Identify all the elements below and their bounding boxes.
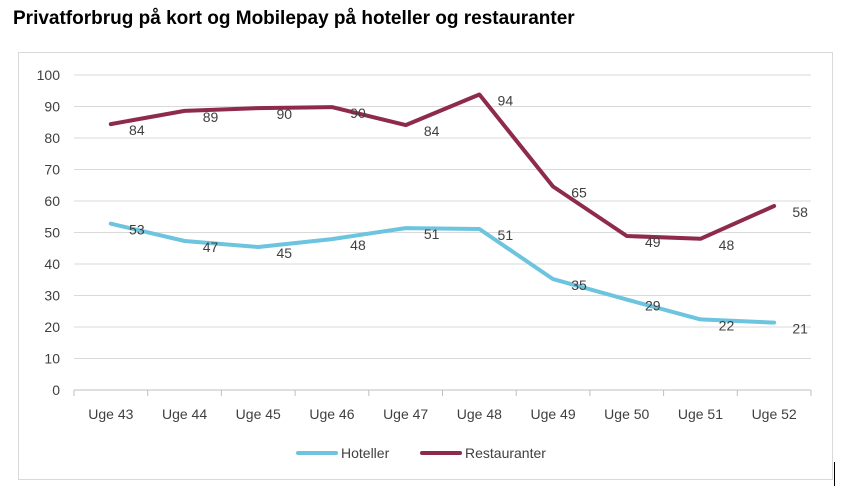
data-label: 21 [792, 321, 808, 337]
data-label: 84 [424, 123, 440, 139]
data-label: 94 [498, 93, 514, 109]
data-label: 47 [203, 239, 219, 255]
series-line-hoteller [108, 221, 777, 325]
x-tick-label: Uge 51 [678, 406, 723, 422]
x-tick-label: Uge 44 [162, 406, 207, 422]
data-label: 45 [276, 245, 292, 261]
data-label: 22 [719, 317, 735, 333]
data-label: 65 [571, 185, 587, 201]
legend: Hoteller Restauranter [296, 445, 546, 461]
data-label: 49 [645, 234, 661, 250]
data-labels: 53 47 45 48 51 51 35 29 22 21 84 89 90 90 84 94 65 49 48 58 [129, 93, 808, 337]
frame-edge-mark [834, 462, 835, 486]
x-tick-label: Uge 43 [88, 406, 133, 422]
series-line-restauranter [108, 92, 777, 241]
data-label: 48 [719, 237, 735, 253]
x-tick-label: Uge 45 [236, 406, 281, 422]
x-tick-label: Uge 50 [604, 406, 649, 422]
data-label: 89 [203, 109, 219, 125]
y-axis: 0 10 20 30 40 50 60 70 80 90 100 [37, 67, 61, 398]
y-tick-label: 70 [44, 162, 60, 178]
y-tick-label: 30 [44, 288, 60, 304]
data-label: 51 [424, 226, 440, 242]
x-tick-label: Uge 47 [383, 406, 428, 422]
y-tick-label: 100 [37, 67, 61, 83]
chart-title: Privatforbrug på kort og Mobilepay på ho… [13, 8, 575, 29]
x-tick-label: Uge 48 [457, 406, 502, 422]
x-tick-label: Uge 46 [309, 406, 354, 422]
legend-item-hoteller: Hoteller [296, 445, 390, 461]
chart-area [18, 52, 833, 480]
series-lines [108, 92, 777, 325]
y-tick-label: 50 [44, 225, 60, 241]
y-tick-label: 20 [44, 319, 60, 335]
legend-label: Hoteller [341, 445, 390, 461]
data-label: 51 [498, 227, 514, 243]
data-label: 48 [350, 237, 366, 253]
data-label: 58 [792, 204, 808, 220]
data-label: 29 [645, 298, 661, 314]
x-tick-label: Uge 52 [752, 406, 797, 422]
y-tick-label: 0 [52, 382, 60, 398]
x-axis: Uge 43 Uge 44 Uge 45 Uge 46 Uge 47 Uge 48 Uge … [73, 389, 812, 422]
data-label: 35 [571, 277, 587, 293]
data-label: 90 [350, 105, 366, 121]
legend-item-restauranter: Restauranter [420, 445, 546, 461]
y-tick-label: 10 [44, 351, 60, 367]
data-label: 84 [129, 122, 145, 138]
y-tick-label: 90 [44, 99, 60, 115]
gridlines [74, 74, 811, 359]
legend-label: Restauranter [465, 445, 546, 461]
y-tick-label: 60 [44, 193, 60, 209]
data-label: 53 [129, 222, 145, 238]
x-tick-label: Uge 49 [530, 406, 575, 422]
y-tick-label: 40 [44, 256, 60, 272]
y-tick-label: 80 [44, 130, 60, 146]
data-label: 90 [276, 106, 292, 122]
